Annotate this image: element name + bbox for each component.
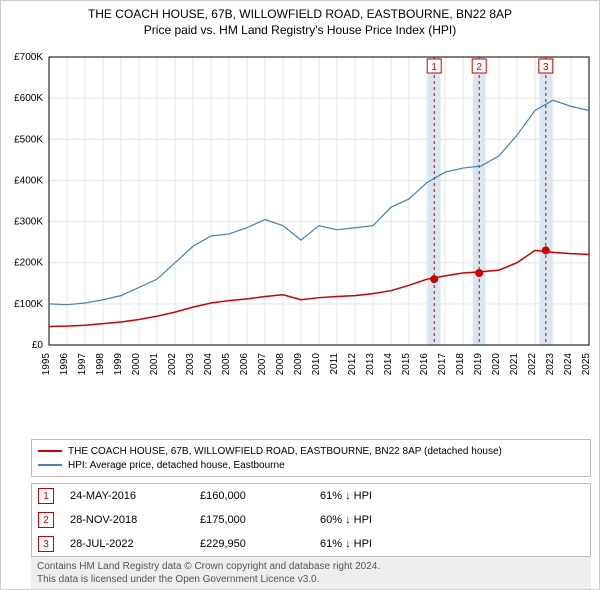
x-tick-label: 2014	[383, 353, 394, 376]
chart-title: THE COACH HOUSE, 67B, WILLOWFIELD ROAD, …	[1, 7, 599, 21]
sale-row: 1 24-MAY-2016£160,00061% ↓ HPI	[32, 484, 590, 508]
x-tick-label: 2013	[365, 353, 376, 376]
sale-row: 3 28-JUL-2022£229,95061% ↓ HPI	[32, 532, 590, 556]
footer-attribution: Contains HM Land Registry data © Crown c…	[31, 557, 591, 589]
y-tick-label: £0	[32, 340, 44, 351]
x-tick-label: 2004	[203, 353, 214, 376]
x-tick-label: 1999	[113, 353, 124, 376]
y-tick-label: £600K	[14, 93, 43, 104]
legend-label: THE COACH HOUSE, 67B, WILLOWFIELD ROAD, …	[68, 446, 502, 457]
sale-row: 2 28-NOV-2018£175,00060% ↓ HPI	[32, 508, 590, 532]
x-tick-label: 2022	[527, 353, 538, 376]
x-tick-label: 1997	[77, 353, 88, 376]
sale-marker-number: 1	[431, 62, 437, 73]
sales-table: 124-MAY-2016£160,00061% ↓ HPI228-NOV-201…	[31, 483, 591, 557]
y-tick-label: £200K	[14, 258, 43, 269]
sale-marker-number: 2	[476, 62, 482, 73]
x-tick-label: 2006	[239, 353, 250, 376]
x-tick-label: 2012	[347, 353, 358, 376]
y-tick-label: £700K	[14, 52, 43, 63]
x-tick-label: 2023	[545, 353, 556, 376]
x-tick-label: 2000	[131, 353, 142, 376]
footer-line2: This data is licensed under the Open Gov…	[37, 573, 585, 586]
sale-pct: 60% ↓ HPI	[320, 514, 440, 526]
x-tick-label: 2010	[311, 353, 322, 376]
y-tick-label: £400K	[14, 175, 43, 186]
x-tick-label: 2003	[185, 353, 196, 376]
sale-price: £229,950	[200, 538, 320, 550]
x-tick-label: 2025	[581, 353, 592, 376]
legend-item: HPI: Average price, detached house, East…	[38, 458, 584, 472]
sale-price: £160,000	[200, 490, 320, 502]
x-tick-label: 2009	[293, 353, 304, 376]
x-tick-label: 2017	[437, 353, 448, 376]
x-tick-label: 1996	[59, 353, 70, 376]
sale-number-box: 1	[38, 488, 54, 504]
legend-label: HPI: Average price, detached house, East…	[68, 460, 285, 471]
line-chart: £0£100K£200K£300K£400K£500K£600K£700K199…	[49, 47, 589, 397]
legend-swatch	[38, 450, 62, 452]
x-tick-label: 2001	[149, 353, 160, 376]
title-block: THE COACH HOUSE, 67B, WILLOWFIELD ROAD, …	[1, 1, 599, 37]
chart-container: THE COACH HOUSE, 67B, WILLOWFIELD ROAD, …	[0, 0, 600, 590]
sale-pct: 61% ↓ HPI	[320, 490, 440, 502]
sale-number-box: 2	[38, 512, 54, 528]
sale-marker-dot	[430, 275, 438, 283]
x-tick-label: 2016	[419, 353, 430, 376]
x-tick-label: 1995	[41, 353, 52, 376]
x-tick-label: 2005	[221, 353, 232, 376]
sale-marker-dot	[475, 269, 483, 277]
y-tick-label: £500K	[14, 134, 43, 145]
x-tick-label: 1998	[95, 353, 106, 376]
x-tick-label: 2011	[329, 353, 340, 375]
x-tick-label: 2007	[257, 353, 268, 376]
chart-subtitle: Price paid vs. HM Land Registry's House …	[1, 23, 599, 37]
x-tick-label: 2019	[473, 353, 484, 376]
sale-marker-dot	[542, 246, 550, 254]
sale-marker-number: 3	[543, 62, 549, 73]
sale-number-box: 3	[38, 536, 54, 552]
x-tick-label: 2021	[509, 353, 520, 376]
chart-area: £0£100K£200K£300K£400K£500K£600K£700K199…	[49, 47, 589, 397]
y-tick-label: £300K	[14, 217, 43, 228]
sale-date: 24-MAY-2016	[70, 490, 200, 502]
y-tick-label: £100K	[14, 299, 43, 310]
x-tick-label: 2008	[275, 353, 286, 376]
legend-item: THE COACH HOUSE, 67B, WILLOWFIELD ROAD, …	[38, 444, 584, 458]
legend-swatch	[38, 464, 62, 466]
legend: THE COACH HOUSE, 67B, WILLOWFIELD ROAD, …	[31, 439, 591, 477]
sale-pct: 61% ↓ HPI	[320, 538, 440, 550]
footer-line1: Contains HM Land Registry data © Crown c…	[37, 560, 585, 573]
sale-price: £175,000	[200, 514, 320, 526]
x-tick-label: 2002	[167, 353, 178, 376]
sale-date: 28-JUL-2022	[70, 538, 200, 550]
x-tick-label: 2024	[563, 353, 574, 376]
x-tick-label: 2015	[401, 353, 412, 376]
sale-date: 28-NOV-2018	[70, 514, 200, 526]
x-tick-label: 2018	[455, 353, 466, 376]
x-tick-label: 2020	[491, 353, 502, 376]
